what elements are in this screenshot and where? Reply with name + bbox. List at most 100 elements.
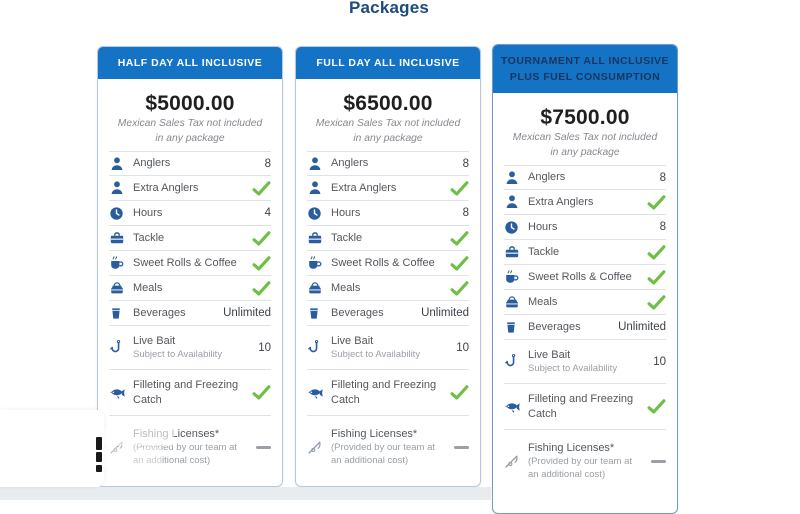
angler-icon [504, 170, 528, 186]
feature-label-group: Live Bait Subject to Availability [133, 334, 251, 362]
feature-value: 10 [258, 341, 271, 354]
feature-label-group: Sweet Rolls & Coffee [528, 270, 646, 284]
feature-row: Extra Anglers [307, 176, 469, 201]
check-icon [449, 255, 469, 271]
check-icon [646, 244, 666, 260]
feature-label: Tackle [528, 245, 560, 258]
feature-row: Filleting and Freezing Catch [307, 370, 469, 416]
feature-value: 10 [456, 341, 469, 354]
feature-row: Anglers 8 [307, 151, 469, 176]
feature-label-group: Sweet Rolls & Coffee [331, 256, 449, 270]
feature-value: 8 [462, 207, 469, 219]
feature-label: Sweet Rolls & Coffee [528, 270, 632, 283]
feature-label: Anglers [133, 157, 171, 170]
check-icon [646, 294, 666, 310]
coffee-icon [504, 269, 528, 285]
feature-row: Sweet Rolls & Coffee [307, 251, 469, 276]
check-icon [449, 385, 469, 400]
feature-label-group: Hours [528, 220, 646, 234]
feature-row: Sweet Rolls & Coffee [109, 251, 271, 276]
feature-sublabel: (Provided by our team at an additional c… [133, 442, 238, 466]
page-title: Packages [348, 0, 430, 17]
feature-label: Anglers [331, 157, 369, 170]
feature-row: Fishing Licenses* (Provided by our team a… [307, 416, 469, 478]
feature-sublabel: (Provided by our team at an additional c… [331, 442, 436, 466]
feature-label: Filleting and Freezing Catch [528, 393, 634, 420]
feature-label-group: Extra Anglers [331, 181, 449, 195]
check-icon [251, 280, 271, 296]
beverage-icon [307, 306, 331, 321]
feature-row: Hours 8 [307, 201, 469, 226]
beverage-icon [504, 320, 528, 335]
feature-row: Fishing Licenses* (Provided by our team a… [504, 430, 666, 492]
angler-icon [307, 180, 331, 196]
feature-label: Beverages [133, 306, 186, 319]
hook-icon [307, 339, 331, 356]
package-card-header: FULL DAY ALL INCLUSIVE [296, 47, 480, 79]
fish-icon [307, 386, 331, 400]
feature-row: Tackle [307, 226, 469, 251]
feature-label: Live Bait [133, 334, 176, 347]
feature-label-group: Beverages [133, 306, 223, 320]
overlay-artifact-dash [96, 452, 102, 462]
feature-row: Anglers 8 [504, 165, 666, 190]
clock-icon [504, 220, 528, 235]
feature-label: Anglers [528, 171, 566, 184]
feature-label-group: Hours [133, 206, 251, 220]
check-icon [449, 280, 469, 296]
feature-label-group: Extra Anglers [528, 195, 646, 209]
check-icon [251, 385, 271, 400]
feature-label-group: Sweet Rolls & Coffee [133, 256, 251, 270]
feature-row: Filleting and Freezing Catch [109, 370, 271, 416]
feature-row: Hours 8 [504, 215, 666, 240]
package-price: $5000.00 [145, 92, 235, 115]
tackle-icon [504, 244, 528, 260]
feature-label-group: Filleting and Freezing Catch [331, 378, 449, 407]
feature-label: Tackle [133, 231, 165, 244]
dash-icon [449, 445, 469, 449]
feature-label: Meals [331, 281, 361, 294]
feature-row: Live Bait Subject to Availability 10 [504, 340, 666, 384]
feature-row: Filleting and Freezing Catch [504, 384, 666, 430]
feature-label-group: Anglers [133, 156, 251, 170]
feature-row: Sweet Rolls & Coffee [504, 265, 666, 290]
rod-icon [307, 439, 331, 455]
check-icon [449, 230, 469, 246]
package-card: TOURNAMENT ALL INCLUSIVE PLUS FUEL CONSUM… [492, 44, 678, 514]
feature-label: Extra Anglers [133, 181, 199, 194]
angler-icon [504, 194, 528, 210]
package-card-header: HALF DAY ALL INCLUSIVE [98, 47, 282, 79]
feature-value: 10 [653, 355, 666, 368]
feature-label: Meals [133, 281, 163, 294]
feature-label: Hours [528, 220, 558, 233]
feature-label-group: Tackle [133, 231, 251, 245]
feature-sublabel: (Provided by our team at an additional c… [528, 456, 633, 480]
feature-sublabel: Subject to Availability [133, 348, 223, 360]
feature-row: Meals [504, 290, 666, 315]
package-card-header: TOURNAMENT ALL INCLUSIVE PLUS FUEL CONSUM… [493, 45, 677, 93]
dash-icon [646, 459, 666, 463]
check-icon [449, 180, 469, 196]
feature-label-group: Tackle [331, 231, 449, 245]
clock-icon [109, 206, 133, 221]
feature-rows: Anglers 8 Extra Anglers Hours 8 Tackle Sweet R… [504, 165, 666, 492]
feature-label: Sweet Rolls & Coffee [331, 256, 435, 269]
feature-row: Extra Anglers [504, 190, 666, 215]
feature-label-group: Fishing Licenses* (Provided by our team a… [528, 441, 646, 481]
feature-row: Meals [109, 276, 271, 301]
feature-row: Beverages Unlimited [504, 315, 666, 340]
hook-icon [109, 339, 133, 356]
page-bottom-strip [0, 487, 491, 500]
feature-value: 8 [659, 221, 666, 233]
angler-icon [109, 180, 133, 196]
package-card-title-line: PLUS FUEL CONSUMPTION [509, 71, 661, 83]
package-card: HALF DAY ALL INCLUSIVE $5000.00 Mexican Sa… [97, 46, 283, 487]
feature-row: Anglers 8 [109, 151, 271, 176]
feature-label-group: Meals [331, 281, 449, 295]
feature-label-group: Meals [133, 281, 251, 295]
feature-sublabel: Subject to Availability [528, 362, 618, 374]
rod-icon [504, 453, 528, 469]
tax-note: Mexican Sales Tax not included in any pa… [512, 132, 658, 158]
package-card: FULL DAY ALL INCLUSIVE $6500.00 Mexican Sa… [295, 46, 481, 487]
feature-value: 8 [264, 157, 271, 170]
